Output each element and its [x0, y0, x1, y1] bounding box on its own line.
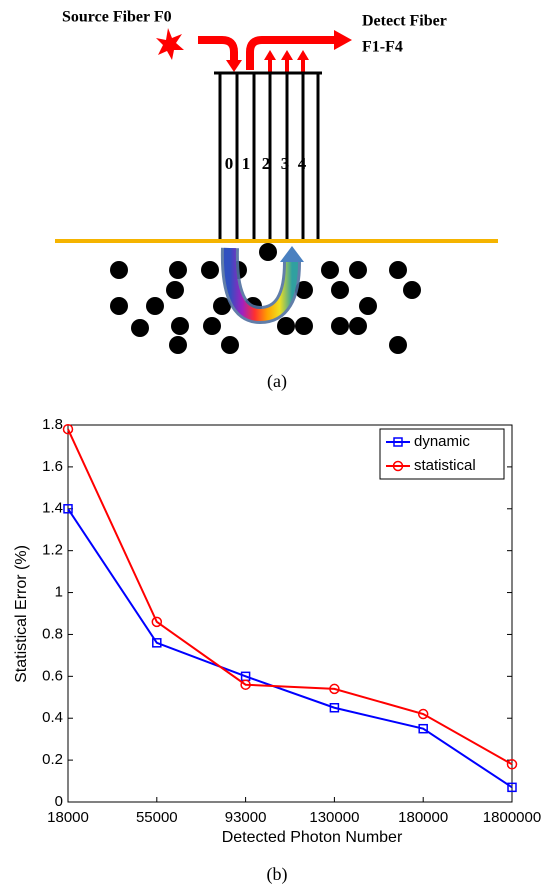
marker	[507, 782, 517, 793]
detect-label: Detect Fiber	[362, 13, 447, 30]
marker	[329, 683, 340, 695]
legend-marker	[392, 460, 404, 472]
particle	[295, 281, 313, 299]
small-arrows	[264, 50, 309, 72]
legend-label: dynamic	[414, 433, 470, 450]
detect-label: F1-F4	[362, 39, 403, 56]
particle	[321, 261, 339, 279]
series-line	[67, 428, 513, 766]
y-tick-label: 1.6	[42, 458, 63, 475]
marker	[506, 759, 518, 770]
particle	[166, 281, 184, 299]
y-tick-label: 1.4	[42, 500, 63, 517]
marker	[62, 423, 74, 435]
particle	[403, 281, 421, 299]
particle	[259, 243, 277, 261]
particle	[331, 281, 349, 299]
marker	[151, 616, 163, 628]
fiber-label: 1	[242, 154, 251, 173]
x-tick-label: 93000	[225, 809, 267, 826]
x-axis-label: Detected Photon Number	[222, 829, 403, 846]
y-tick-label: 1.2	[42, 542, 63, 559]
y-axis-label: Statistical Error (%)	[13, 545, 30, 683]
particle	[213, 297, 231, 315]
marker	[63, 504, 73, 514]
source-label: Source Fiber F0	[62, 9, 172, 26]
x-tick-label: 180000	[398, 809, 448, 826]
particle	[146, 297, 164, 315]
x-tick-label: 1800000	[483, 809, 541, 826]
marker	[329, 703, 340, 713]
chart: Detected Photon Number Statistical Error…	[13, 416, 541, 885]
particle	[331, 317, 349, 335]
y-tick-label: 1.8	[42, 416, 63, 433]
caption: (a)	[267, 371, 287, 392]
particle	[201, 261, 219, 279]
source-arrow	[198, 36, 238, 62]
fiber-label: 4	[298, 154, 307, 173]
y-tick-label: 0.2	[42, 751, 63, 768]
fiber-label: 0	[225, 154, 234, 173]
particle	[131, 319, 149, 337]
caption: (b)	[267, 864, 288, 885]
y-tick-label: 0	[55, 793, 63, 810]
legend-label: statistical	[414, 457, 476, 474]
particle	[110, 261, 128, 279]
particle	[169, 261, 187, 279]
x-tick-label: 18000	[47, 809, 89, 826]
source-star	[156, 28, 184, 60]
y-tick-label: 1	[55, 584, 63, 601]
particle	[389, 261, 407, 279]
fiber-label: 3	[281, 154, 290, 173]
diagram: Source Fiber F0 Detect Fiber F1-F4 (a) 0…	[55, 9, 498, 392]
y-tick-label: 0.4	[42, 709, 63, 726]
particle	[171, 317, 189, 335]
x-tick-label: 130000	[309, 809, 359, 826]
x-tick-label: 55000	[136, 809, 178, 826]
particle	[359, 297, 377, 315]
detect-arrow-head	[334, 30, 352, 50]
marker	[417, 708, 429, 720]
particles	[110, 243, 421, 354]
y-tick-label: 0.6	[42, 667, 63, 684]
photon-path	[223, 247, 298, 322]
particle	[221, 336, 239, 354]
source-arrow-head	[226, 60, 242, 72]
series-line	[67, 508, 513, 789]
particle	[169, 336, 187, 354]
marker	[418, 723, 428, 734]
plot-frame	[67, 424, 513, 803]
particle	[349, 317, 367, 335]
particle	[349, 261, 367, 279]
particle	[389, 336, 407, 354]
particle	[295, 317, 313, 335]
particle	[277, 317, 295, 335]
marker	[240, 679, 251, 690]
photon-arrow-head	[280, 246, 304, 262]
legend-marker	[393, 437, 403, 447]
particle	[203, 317, 221, 335]
particle	[110, 297, 128, 315]
detect-arrow	[246, 36, 336, 70]
fiber-label: 2	[262, 154, 271, 173]
fibers	[214, 71, 322, 240]
y-tick-label: 0.8	[42, 625, 63, 642]
marker	[152, 638, 162, 648]
